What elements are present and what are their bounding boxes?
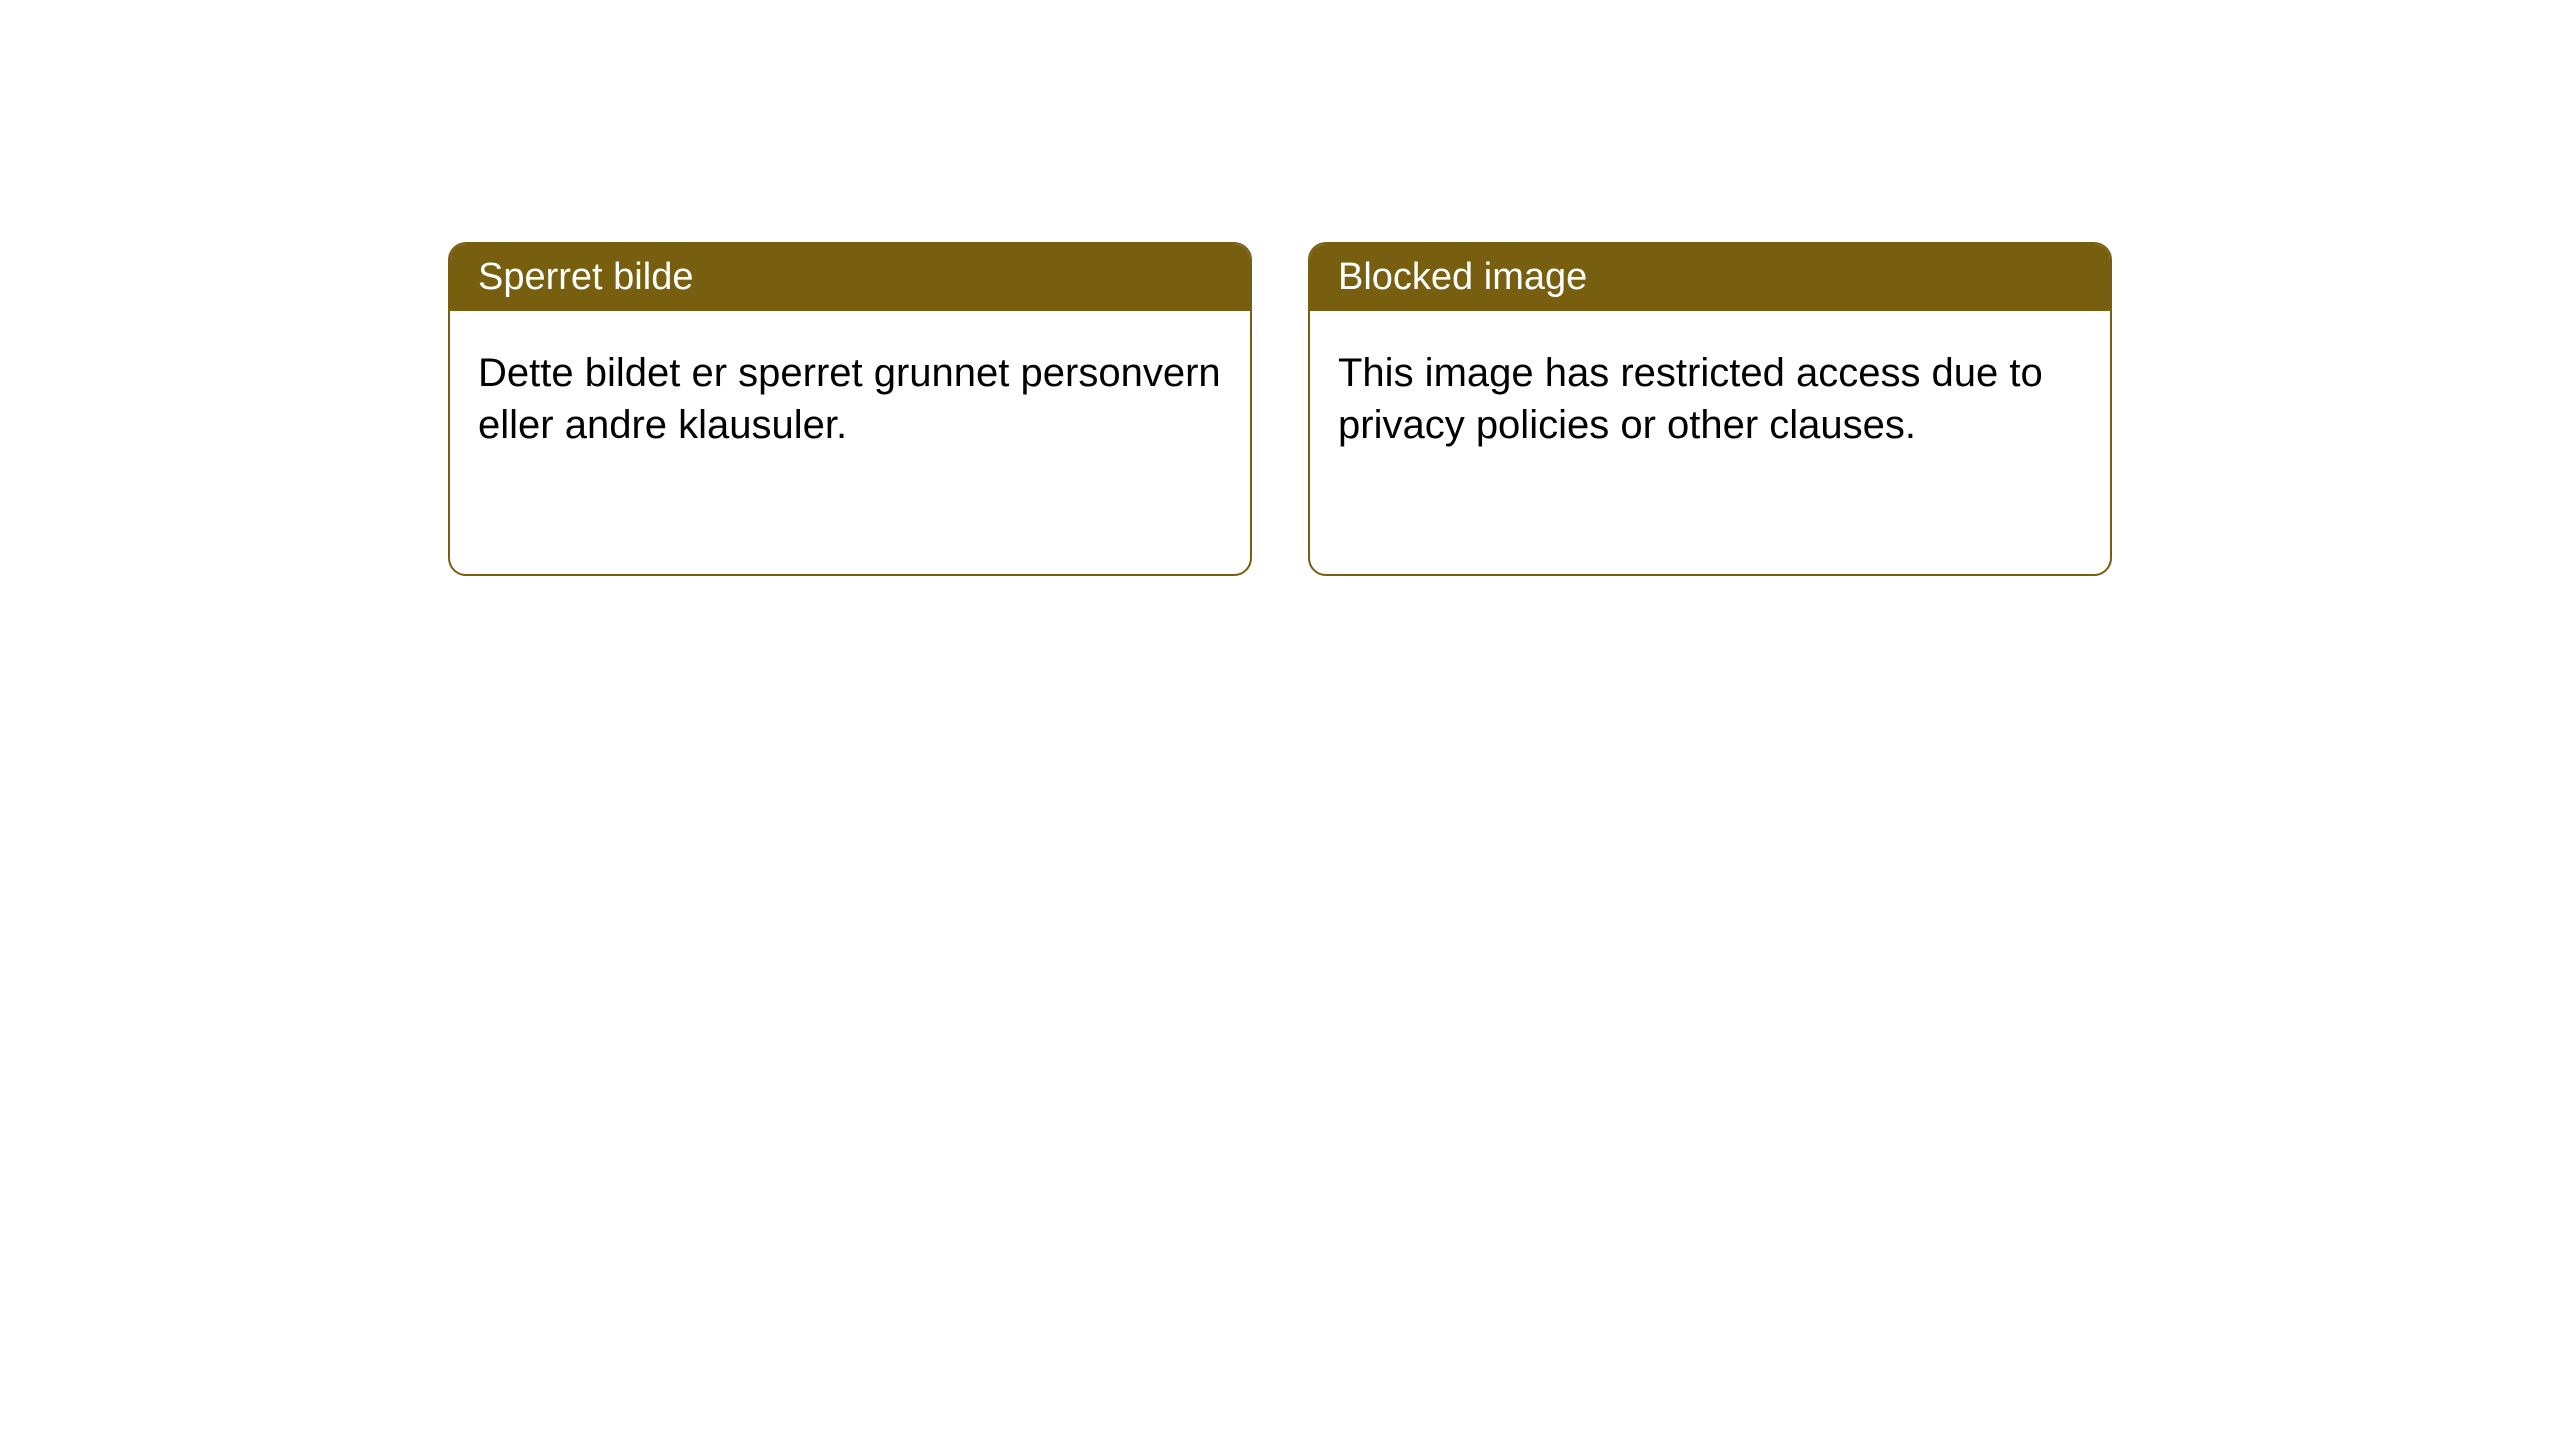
notice-title-english: Blocked image bbox=[1338, 256, 1587, 298]
notice-card-english: Blocked image This image has restricted … bbox=[1308, 242, 2112, 576]
notice-header-norwegian: Sperret bilde bbox=[450, 244, 1250, 311]
notice-text-english: This image has restricted access due to … bbox=[1338, 351, 2043, 447]
notice-body-english: This image has restricted access due to … bbox=[1310, 311, 2110, 487]
notice-title-norwegian: Sperret bilde bbox=[478, 256, 693, 298]
notice-text-norwegian: Dette bildet er sperret grunnet personve… bbox=[478, 351, 1221, 447]
notice-body-norwegian: Dette bildet er sperret grunnet personve… bbox=[450, 311, 1250, 487]
notice-container: Sperret bilde Dette bildet er sperret gr… bbox=[0, 0, 2560, 576]
notice-card-norwegian: Sperret bilde Dette bildet er sperret gr… bbox=[448, 242, 1252, 576]
notice-header-english: Blocked image bbox=[1310, 244, 2110, 311]
